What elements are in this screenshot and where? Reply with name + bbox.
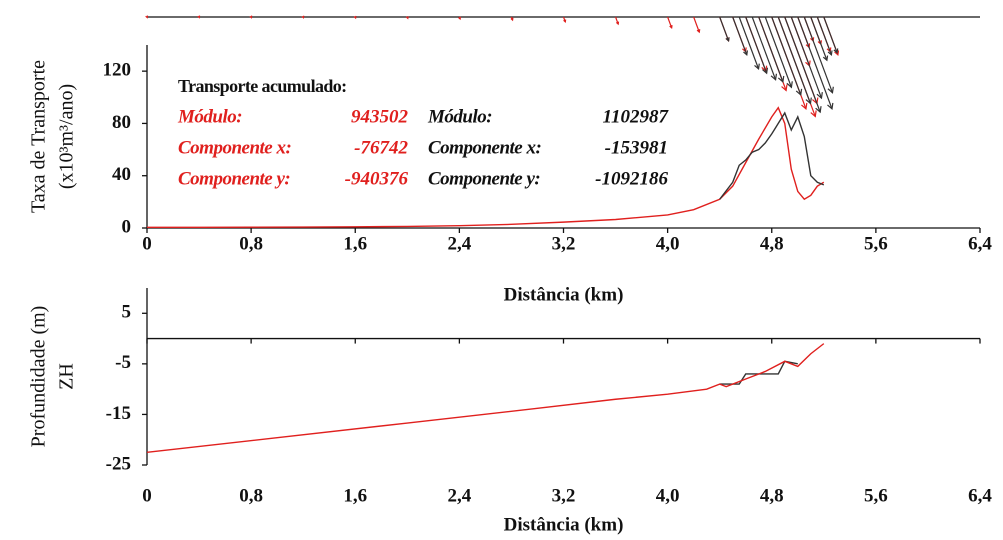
vector-head [770,73,778,81]
vector-head [249,15,253,19]
vector-arrow [771,16,802,96]
vector-head [301,15,305,19]
vector-head [743,50,749,57]
x-tick-label: 0 [142,233,152,254]
vector-head [145,15,149,19]
vector-head [795,88,803,97]
y-tick-label: -5 [115,352,131,373]
vector-head [197,15,201,19]
x-tick-label: 3,2 [552,485,576,506]
x-tick-label: 5,6 [864,233,888,254]
vector-head [777,75,785,84]
y-tick-label: 120 [103,60,132,81]
summary-label: Componente y: [178,168,290,189]
summary-value: -940376 [345,168,409,189]
x-tick-label: 5,6 [864,485,888,506]
summary-value: 943502 [351,106,409,127]
x-tick-label: 4,0 [656,485,680,506]
vector-arrow [823,16,838,53]
summary-value: -153981 [605,137,668,158]
vector-head [834,50,840,57]
vector-head [827,102,834,111]
vector-head [458,16,461,21]
vector-head [822,55,829,62]
x-tick-label: 4,0 [656,233,680,254]
vector-head [810,110,817,118]
vector-head [754,63,760,71]
vector-head [725,37,730,42]
y-axis-label: Taxa de Transporte [28,60,50,213]
vector-head [833,48,839,54]
summary-label: Módulo: [427,106,492,127]
vector-arrow [738,16,760,70]
x-tick-label: 6,4 [968,233,992,254]
vector-head [827,86,834,94]
x-tick-label: 6,4 [968,485,992,506]
vector-head [827,50,833,57]
vector-head [815,106,822,114]
vector-arrow [732,16,748,56]
y-tick-label: 5 [122,302,132,323]
vector-arrow [745,16,768,74]
vector-arrow [667,16,673,29]
x-tick-label: 0 [142,485,152,506]
y-tick-label: -25 [106,453,131,474]
vector-arrow [693,16,700,33]
summary-label: Componente x: [178,137,291,158]
y-axis-label: Profundidade (m) [28,306,50,448]
summary-value: -76742 [354,137,408,158]
summary-label: Componente x: [428,137,541,158]
vector-head [781,84,788,92]
vector-head [805,97,812,105]
x-tick-label: 2,4 [448,233,472,254]
vector-arrow [751,16,777,80]
vector-head [696,29,701,34]
summary-label: Componente y: [428,168,540,189]
summary-label: Módulo: [177,106,242,127]
vector-head [762,67,769,75]
y-tick-label: -15 [106,403,131,424]
vector-head [405,16,409,20]
vector-arrow [790,16,823,99]
vector-arrow [784,16,821,113]
vector-head [786,81,793,89]
vector-arrow [764,16,792,88]
y-tick-label: 0 [122,216,132,237]
y-axis-label: ZH [56,363,78,390]
vector-arrow [803,16,834,93]
summary-value: 1102987 [603,106,670,127]
summary-value: -1092186 [595,168,668,189]
vector-arrow [777,16,812,104]
x-tick-label: 2,4 [448,485,472,506]
y-tick-label: 80 [112,112,131,133]
x-tick-label: 1,6 [343,485,367,506]
x-tick-label: 0,8 [239,233,263,254]
x-tick-label: 4,8 [760,485,784,506]
x-tick-label: 4,8 [760,233,784,254]
vector-arrow [816,16,832,56]
vector-head [669,25,673,29]
vector-arrow [810,16,828,61]
x-axis-label: Distância (km) [504,284,624,305]
vector-head [816,92,823,100]
x-tick-label: 0,8 [239,485,263,506]
y-tick-label: 40 [112,164,131,185]
x-axis-label: Distância (km) [504,514,624,535]
vector-head [615,21,620,26]
vector-head [801,102,808,111]
series-line [719,360,798,385]
vector-arrow [758,16,784,83]
vector-head [510,17,514,22]
summary-title: Transporte acumulado: [178,76,347,96]
series-line [719,111,825,200]
vector-arrow [797,16,833,110]
x-tick-label: 3,2 [552,233,576,254]
series-line [146,343,825,454]
vector-arrow [719,16,730,41]
x-tick-label: 1,6 [343,233,367,254]
vector-head [563,19,567,24]
y-axis-label: (x10³m³/ano) [56,84,78,189]
vector-head [353,15,357,20]
